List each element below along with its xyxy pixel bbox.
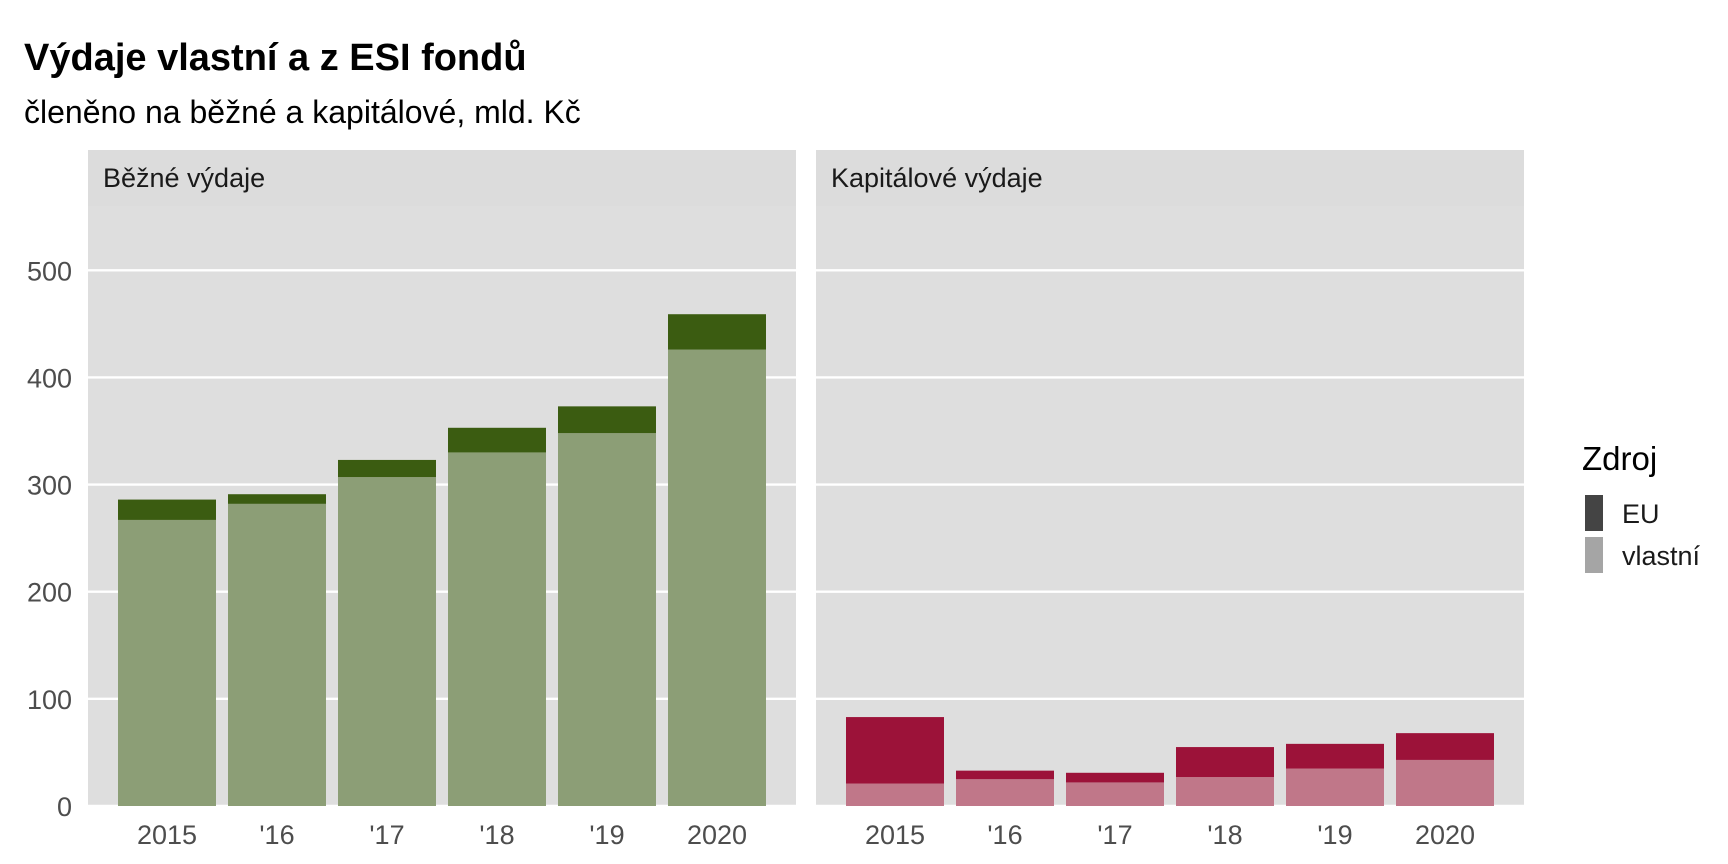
bar-eu	[228, 494, 326, 504]
x-tick-label: '19	[589, 820, 624, 850]
chart-subtitle: členěno na běžné a kapitálové, mld. Kč	[24, 94, 581, 130]
y-tick-label: 100	[27, 685, 72, 715]
bar-vlastni	[846, 783, 944, 806]
x-tick-label: '19	[1317, 820, 1352, 850]
legend-swatch	[1585, 495, 1603, 531]
bar-eu	[558, 406, 656, 434]
legend-label: vlastní	[1622, 541, 1701, 571]
bar-vlastni	[668, 349, 766, 806]
legend-swatch	[1585, 537, 1603, 573]
panel-1: Běžné výdaje 0 100 200 300 400 500 2015 '16 '17 '1…	[27, 150, 796, 850]
bar-eu	[668, 314, 766, 350]
x-tick-label: 2020	[687, 820, 747, 850]
x-tick-label: '16	[259, 820, 294, 850]
chart-panels: Běžné výdaje 0 100 200 300 400 500 2015 '16 '17 '1…	[27, 150, 1524, 850]
x-tick-label: '17	[369, 820, 404, 850]
panel-strip	[88, 150, 796, 206]
bar-vlastni	[338, 477, 436, 806]
x-tick-label: 2015	[137, 820, 197, 850]
bar-vlastni	[228, 503, 326, 806]
panel-title: Běžné výdaje	[103, 163, 265, 193]
bar-eu	[846, 717, 944, 784]
bar-eu	[1396, 733, 1494, 760]
bar-vlastni	[1066, 782, 1164, 806]
bar-eu	[448, 427, 546, 453]
bar-eu	[338, 459, 436, 478]
chart-title: Výdaje vlastní a z ESI fondů	[24, 37, 527, 79]
y-tick-label: 0	[57, 792, 72, 822]
panel-2: Kapitálové výdaje 2015 '16 '17 '18 '19 2020	[816, 150, 1524, 850]
bar-eu	[1286, 743, 1384, 769]
bar-vlastni	[1396, 759, 1494, 806]
bar-vlastni	[1176, 777, 1274, 806]
panel-title: Kapitálové výdaje	[831, 163, 1043, 193]
panel-strip	[816, 150, 1524, 206]
y-tick-label: 200	[27, 578, 72, 608]
bar-vlastni	[1286, 768, 1384, 806]
bar-eu	[118, 499, 216, 520]
bar-vlastni	[956, 779, 1054, 806]
x-tick-label: 2020	[1415, 820, 1475, 850]
x-tick-label: '17	[1097, 820, 1132, 850]
legend-label: EU	[1622, 499, 1660, 529]
x-tick-label: '18	[1207, 820, 1242, 850]
y-tick-label: 400	[27, 363, 72, 393]
y-tick-label: 300	[27, 471, 72, 501]
plot-background	[816, 206, 1524, 806]
x-tick-label: '18	[479, 820, 514, 850]
legend: Zdroj EU vlastní	[1582, 440, 1701, 573]
x-tick-label: '16	[987, 820, 1022, 850]
bar-vlastni	[448, 452, 546, 806]
bar-eu	[1176, 747, 1274, 778]
y-tick-label: 500	[27, 256, 72, 286]
legend-title: Zdroj	[1582, 440, 1657, 477]
bar-vlastni	[558, 433, 656, 806]
bar-vlastni	[118, 519, 216, 806]
bar-eu	[1066, 772, 1164, 783]
x-tick-label: 2015	[865, 820, 925, 850]
bar-eu	[956, 770, 1054, 780]
